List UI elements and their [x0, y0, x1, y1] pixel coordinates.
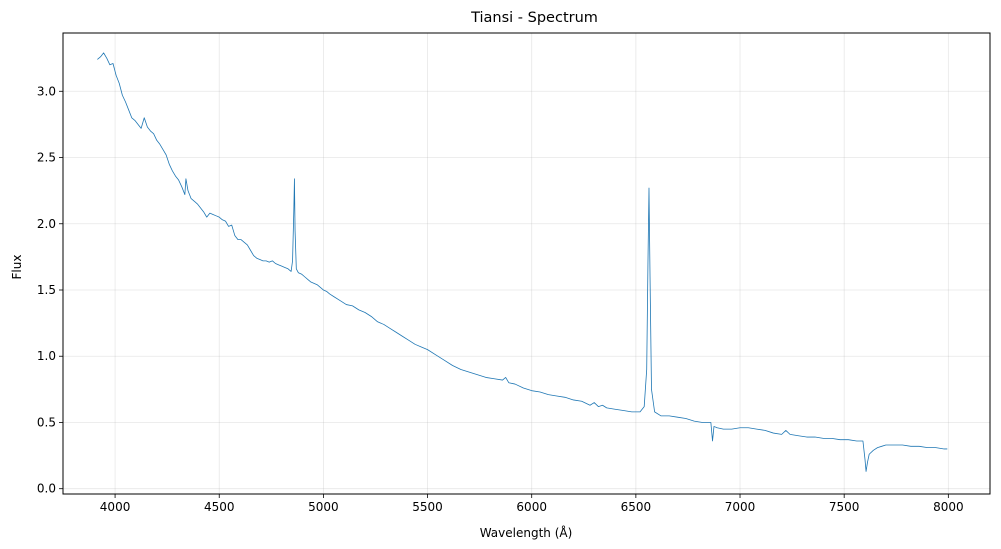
plot-frame [62, 32, 991, 495]
y-tick-label: 1.5 [37, 283, 56, 297]
x-tick-label: 5000 [308, 500, 339, 514]
x-tick-label: 4000 [100, 500, 131, 514]
y-tick-label: 1.0 [37, 349, 56, 363]
y-axis-label: Flux [10, 255, 24, 280]
spectrum-line [97, 52, 948, 472]
x-tick-label: 5500 [412, 500, 443, 514]
plot-area [97, 52, 948, 472]
x-axis-ticks: 4000 4500 5000 5500 6000 6500 7000 7500 8000 [100, 494, 964, 514]
x-tick-label: 7000 [725, 500, 756, 514]
x-tick-label: 6000 [516, 500, 547, 514]
x-axis-label: Wavelength (Å) [480, 525, 573, 540]
y-tick-label: 0.5 [37, 415, 56, 429]
y-tick-label: 2.0 [37, 217, 56, 231]
x-tick-label: 7500 [829, 500, 860, 514]
y-tick-label: 0.0 [37, 482, 56, 496]
x-tick-label: 6500 [621, 500, 652, 514]
x-tick-label: 8000 [933, 500, 964, 514]
chart-title: Tiansi - Spectrum [470, 10, 598, 26]
y-tick-label: 2.5 [37, 151, 56, 165]
x-tick-label: 4500 [204, 500, 235, 514]
y-tick-label: 3.0 [37, 84, 56, 98]
grid [63, 33, 990, 494]
y-axis-ticks: 0.0 0.5 1.0 1.5 2.0 2.5 3.0 [37, 84, 63, 496]
